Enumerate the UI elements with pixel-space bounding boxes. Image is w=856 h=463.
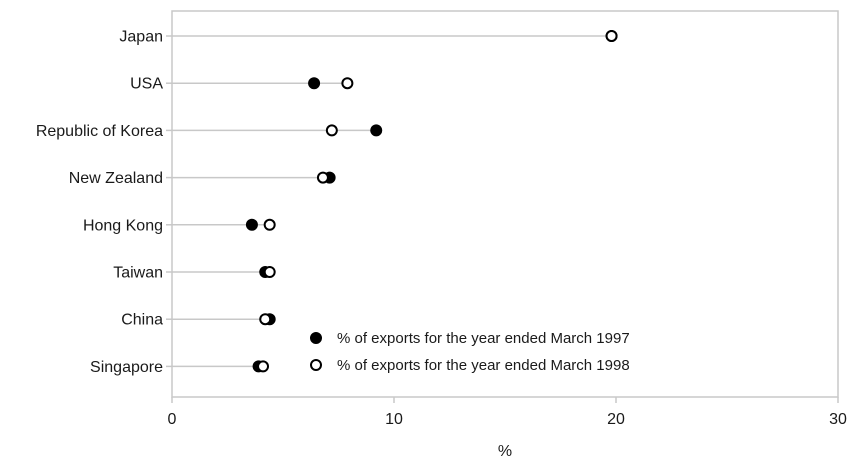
category-label: Hong Kong [83,217,163,234]
category-label: New Zealand [69,170,163,187]
x-tick-label: 0 [168,411,177,428]
marker-1998 [325,124,338,137]
marker-1997 [245,218,258,231]
category-labels: Japan USA Republic of Korea New Zealand Hong… [36,29,164,376]
leader-lines [166,35,612,368]
legend-marker-1998 [310,359,322,371]
category-label: Republic of Korea [36,123,163,140]
marker-1998 [263,218,276,231]
category-label: Singapore [90,359,163,376]
category-label: China [121,312,163,329]
legend-label: % of exports for the year ended March 19… [337,357,630,374]
data-markers [245,30,618,373]
marker-1997 [370,124,383,137]
legend-label: % of exports for the year ended March 19… [337,330,630,347]
marker-1998 [316,171,329,184]
x-axis-title: % [498,443,512,460]
x-tick-label: 30 [829,411,847,428]
x-tick-label: 20 [607,411,625,428]
plot-frame [171,10,839,398]
x-tick-label: 10 [385,411,403,428]
marker-1998 [259,313,272,326]
category-label: USA [130,76,163,93]
marker-1998 [257,360,270,373]
legend: % of exports for the year ended March 19… [310,330,630,374]
category-label: Taiwan [113,265,163,282]
marker-1998 [605,30,618,42]
category-label: Japan [119,29,163,46]
marker-1997 [308,77,321,90]
marker-1998 [341,77,354,90]
x-axis-ticks: 0 10 20 30 [168,397,847,428]
marker-1998 [263,266,276,278]
legend-marker-1997 [310,332,322,344]
